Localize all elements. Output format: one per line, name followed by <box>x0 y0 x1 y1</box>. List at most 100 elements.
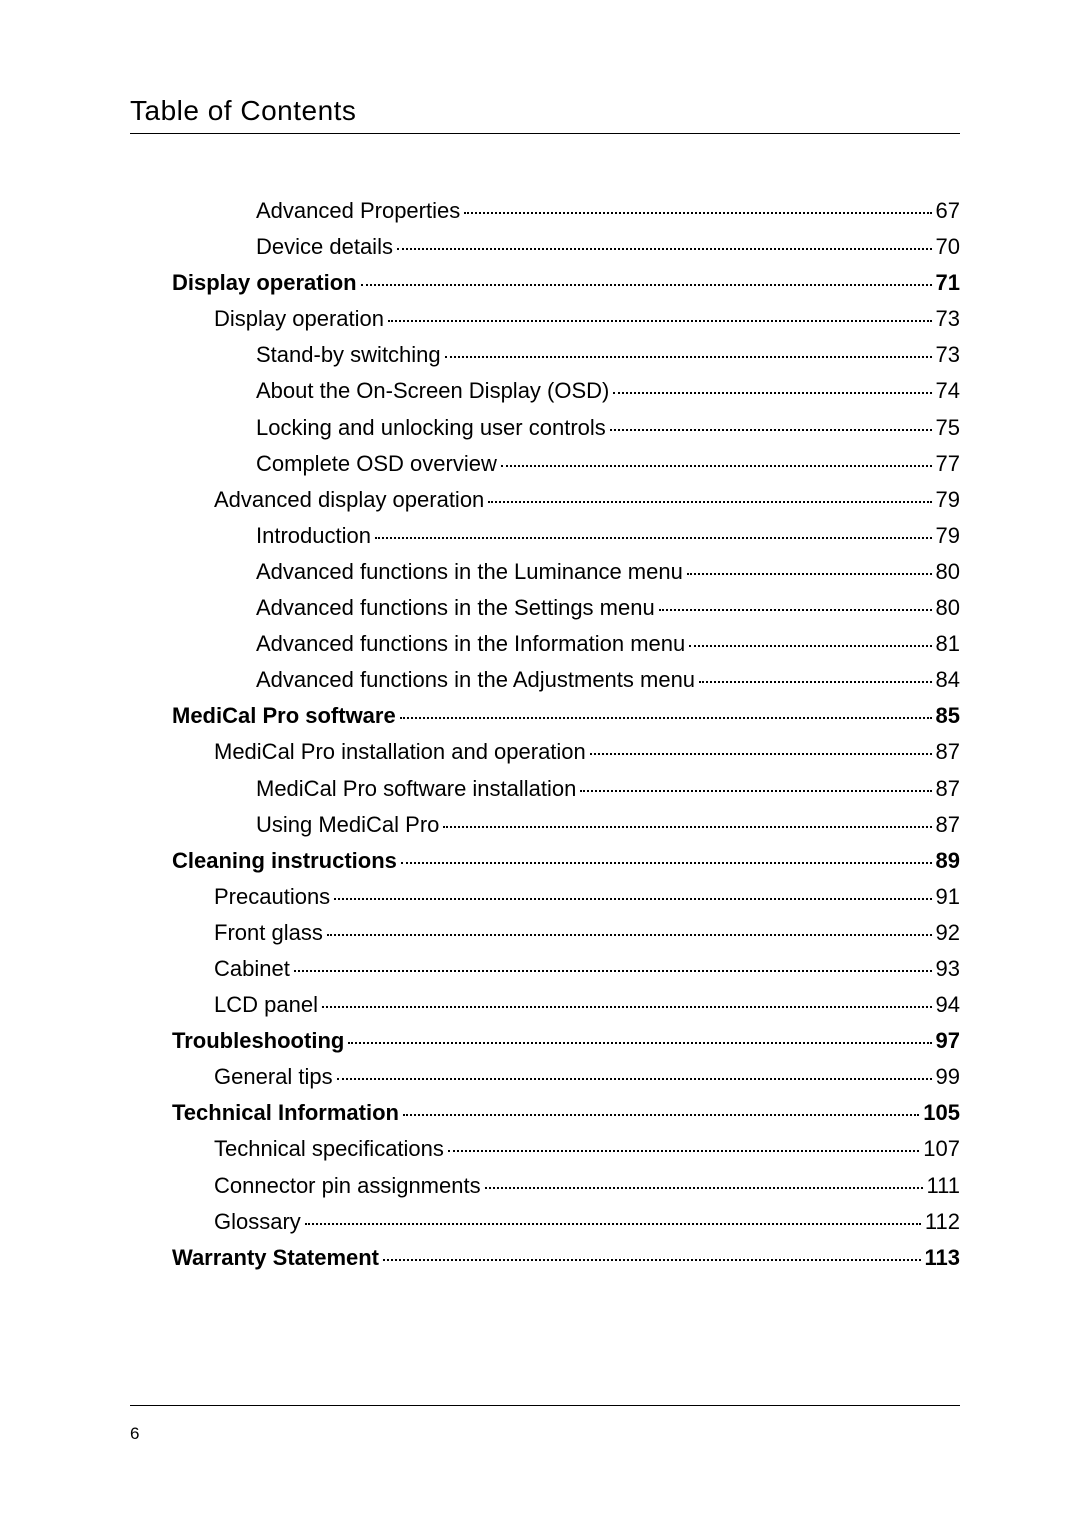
toc-leader <box>348 1042 931 1044</box>
toc-leader <box>361 284 932 286</box>
toc-entry[interactable]: MediCal Pro software 85 <box>130 699 960 733</box>
toc-leader <box>580 790 931 792</box>
page-number: 6 <box>130 1424 960 1444</box>
toc-entry[interactable]: Device details 70 <box>130 230 960 264</box>
toc-entry-label: MediCal Pro software installation <box>256 772 576 806</box>
toc-leader <box>488 501 931 503</box>
toc-entry[interactable]: Troubleshooting 97 <box>130 1024 960 1058</box>
toc-entry[interactable]: MediCal Pro installation and operation 8… <box>130 735 960 769</box>
toc-entry[interactable]: Cabinet 93 <box>130 952 960 986</box>
toc-entry[interactable]: Warranty Statement 113 <box>130 1241 960 1275</box>
toc-entry-page: 112 <box>925 1205 960 1239</box>
toc-entry[interactable]: Advanced Properties 67 <box>130 194 960 228</box>
toc-entry-page: 87 <box>936 772 960 806</box>
toc-leader <box>401 862 932 864</box>
toc-leader <box>397 248 932 250</box>
toc-entry-page: 93 <box>936 952 960 986</box>
toc-entry-page: 73 <box>936 302 960 336</box>
toc-entry[interactable]: Introduction 79 <box>130 519 960 553</box>
page-title: Table of Contents <box>130 95 960 127</box>
toc-leader <box>464 212 931 214</box>
toc-entry[interactable]: LCD panel 94 <box>130 988 960 1022</box>
toc-leader <box>613 392 931 394</box>
toc-entry-label: Advanced display operation <box>214 483 484 517</box>
toc-entry-label: Technical specifications <box>214 1132 444 1166</box>
toc-entry-page: 97 <box>936 1024 960 1058</box>
toc-entry-page: 89 <box>936 844 960 878</box>
toc-entry[interactable]: Connector pin assignments 111 <box>130 1169 960 1203</box>
toc-entry[interactable]: Technical specifications 107 <box>130 1132 960 1166</box>
toc-entry[interactable]: Complete OSD overview 77 <box>130 447 960 481</box>
toc-entry-page: 92 <box>936 916 960 950</box>
toc-leader <box>445 356 932 358</box>
toc-entry[interactable]: Technical Information 105 <box>130 1096 960 1130</box>
toc-entry-page: 75 <box>936 411 960 445</box>
toc-leader <box>400 717 932 719</box>
toc-entry-label: Complete OSD overview <box>256 447 497 481</box>
toc-entry[interactable]: Advanced functions in the Information me… <box>130 627 960 661</box>
toc-entry[interactable]: Stand-by switching 73 <box>130 338 960 372</box>
toc-entry[interactable]: MediCal Pro software installation 87 <box>130 772 960 806</box>
toc-entry-label: Technical Information <box>172 1096 399 1130</box>
toc-leader <box>388 320 932 322</box>
toc-entry-page: 77 <box>936 447 960 481</box>
toc-entry-label: Advanced Properties <box>256 194 460 228</box>
toc-entry[interactable]: Advanced display operation 79 <box>130 483 960 517</box>
toc-entry-label: Introduction <box>256 519 371 553</box>
toc-entry[interactable]: Using MediCal Pro 87 <box>130 808 960 842</box>
toc-entry-label: Cleaning instructions <box>172 844 397 878</box>
toc-entry-label: Display operation <box>214 302 384 336</box>
toc-entry-label: MediCal Pro software <box>172 699 396 733</box>
table-of-contents: Advanced Properties 67Device details 70D… <box>130 194 960 1275</box>
toc-leader <box>403 1114 919 1116</box>
toc-entry-page: 87 <box>936 808 960 842</box>
toc-entry[interactable]: Advanced functions in the Settings menu … <box>130 591 960 625</box>
toc-entry-page: 113 <box>925 1241 961 1275</box>
toc-leader <box>337 1078 932 1080</box>
toc-entry-page: 94 <box>936 988 960 1022</box>
toc-entry-page: 84 <box>936 663 960 697</box>
toc-entry[interactable]: Glossary 112 <box>130 1205 960 1239</box>
toc-entry-label: Cabinet <box>214 952 290 986</box>
toc-leader <box>610 429 932 431</box>
toc-entry-page: 107 <box>923 1132 960 1166</box>
toc-leader <box>375 537 932 539</box>
toc-entry-page: 85 <box>936 699 960 733</box>
toc-leader <box>322 1006 932 1008</box>
toc-entry-page: 79 <box>936 519 960 553</box>
toc-entry[interactable]: Display operation 71 <box>130 266 960 300</box>
toc-entry[interactable]: Cleaning instructions 89 <box>130 844 960 878</box>
toc-leader <box>501 465 932 467</box>
toc-entry[interactable]: About the On-Screen Display (OSD) 74 <box>130 374 960 408</box>
toc-entry-label: About the On-Screen Display (OSD) <box>256 374 609 408</box>
toc-entry-label: Locking and unlocking user controls <box>256 411 606 445</box>
toc-leader <box>689 645 931 647</box>
toc-entry-page: 91 <box>936 880 960 914</box>
toc-entry-label: Device details <box>256 230 393 264</box>
header: Table of Contents <box>130 95 960 134</box>
toc-entry-label: Precautions <box>214 880 330 914</box>
toc-entry[interactable]: Front glass 92 <box>130 916 960 950</box>
toc-entry[interactable]: Advanced functions in the Adjustments me… <box>130 663 960 697</box>
toc-entry[interactable]: General tips 99 <box>130 1060 960 1094</box>
toc-entry-page: 71 <box>936 266 960 300</box>
toc-leader <box>383 1259 920 1261</box>
toc-entry-page: 80 <box>936 591 960 625</box>
toc-entry-label: LCD panel <box>214 988 318 1022</box>
toc-entry-label: Advanced functions in the Information me… <box>256 627 685 661</box>
toc-leader <box>327 934 932 936</box>
toc-entry-page: 99 <box>936 1060 960 1094</box>
toc-leader <box>294 970 932 972</box>
toc-entry[interactable]: Locking and unlocking user controls 75 <box>130 411 960 445</box>
toc-leader <box>699 681 931 683</box>
toc-entry-label: General tips <box>214 1060 333 1094</box>
toc-entry-label: Glossary <box>214 1205 301 1239</box>
toc-entry[interactable]: Precautions 91 <box>130 880 960 914</box>
toc-entry[interactable]: Advanced functions in the Luminance menu… <box>130 555 960 589</box>
footer-rule <box>130 1405 960 1406</box>
toc-leader <box>305 1223 921 1225</box>
toc-entry-page: 111 <box>927 1169 960 1203</box>
toc-entry[interactable]: Display operation 73 <box>130 302 960 336</box>
toc-entry-page: 87 <box>936 735 960 769</box>
toc-entry-label: Troubleshooting <box>172 1024 344 1058</box>
